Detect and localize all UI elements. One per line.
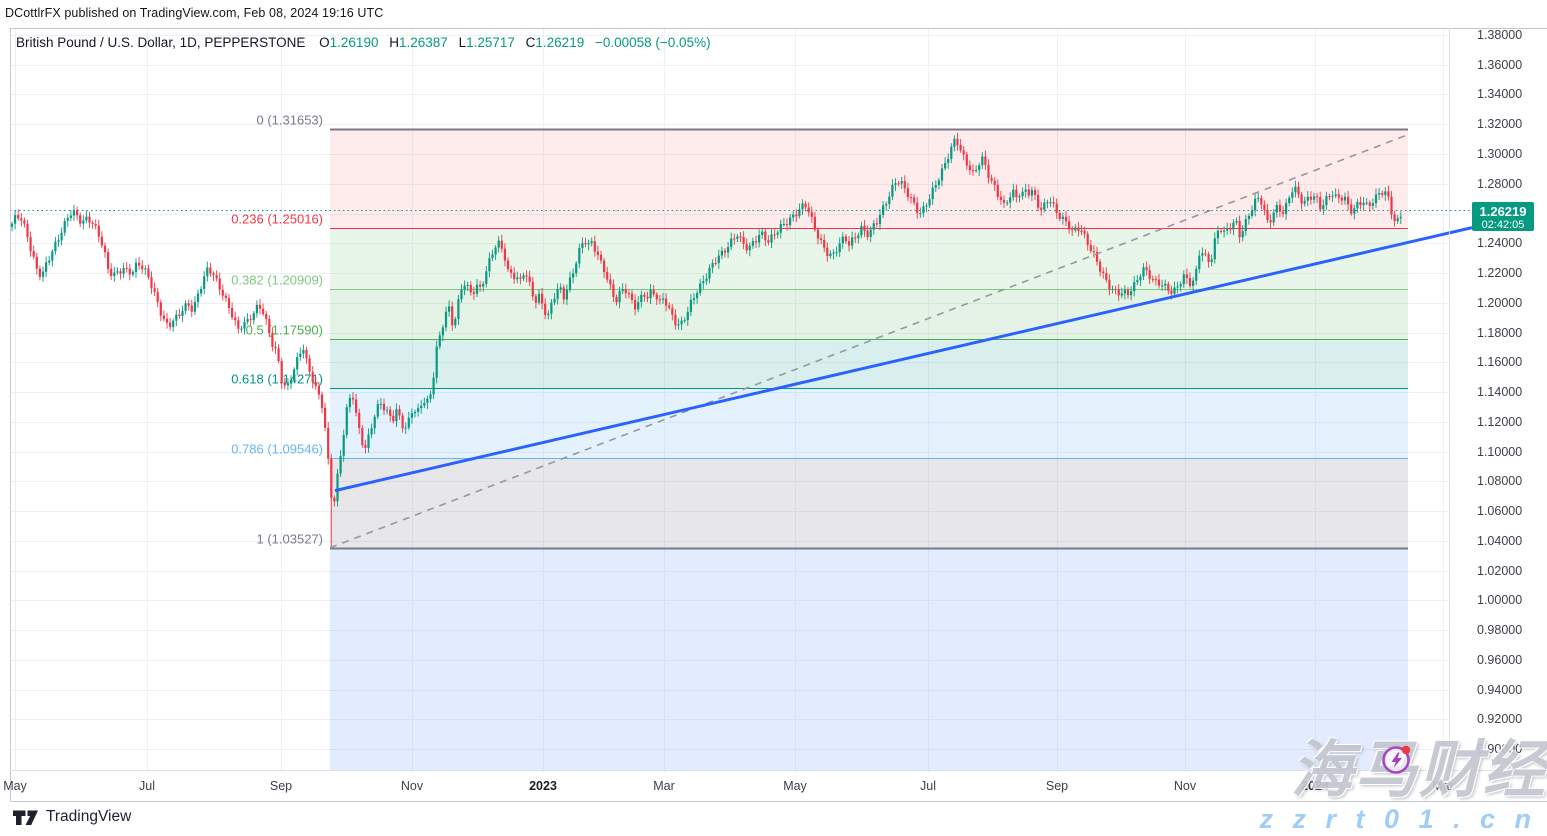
price-tick-label: 1.14000 [1477, 385, 1523, 399]
price-tick-label: 1.18000 [1477, 325, 1523, 340]
gridlines [10, 28, 1449, 770]
site-watermark-text: 海马财经 [1290, 736, 1547, 805]
price-tick-label: 1.22000 [1477, 266, 1523, 280]
candlestick-series[interactable] [10, 132, 1402, 548]
fib-level-labels: 0 (1.31653) 0.236 (1.25016) 0.382 (1.20909… [231, 113, 323, 547]
tradingview-logo-text: TradingView [46, 808, 132, 825]
fib-bands [330, 129, 1408, 770]
bar-countdown-timer: 02:42:05 [1481, 219, 1525, 232]
fib-label-0.618: 0.618 (1.14271) [231, 372, 323, 387]
price-tick-label: 1.30000 [1477, 146, 1523, 161]
fib-label-0.5: 0.5 (1.17590) [246, 323, 323, 338]
price-tick-label: 1.32000 [1477, 117, 1523, 132]
symbol-title: British Pound / U.S. Dollar, 1D, PEPPERS… [16, 35, 306, 50]
time-tick-label: Sep [1045, 779, 1069, 793]
ohlc-close-value: 1.26219 [535, 35, 585, 50]
time-tick-label: Jul [139, 779, 155, 793]
time-tick-label: Jul [920, 779, 936, 793]
last-price-badge[interactable]: 1.26219 02:42:05 [1472, 202, 1534, 232]
time-tick-label: May [3, 779, 27, 793]
price-tick-label: 1.16000 [1477, 355, 1523, 370]
published-attribution: DCottlrFX published on TradingView.com, … [5, 6, 384, 20]
price-tick-label: 1.36000 [1477, 57, 1523, 72]
price-tick-label: 1.02000 [1477, 563, 1523, 578]
time-tick-label: Mar [1432, 779, 1454, 793]
price-tick-label: 1.00000 [1477, 593, 1523, 608]
ohlc-high-value: 1.26387 [398, 35, 448, 50]
ohlc-close-label: C [525, 35, 536, 50]
fib-level-lines[interactable] [330, 128, 1408, 550]
ohlc-high-label: H [389, 35, 399, 50]
price-tick-label: 0.90000 [1477, 742, 1523, 757]
time-tick-label: 2023 [529, 779, 557, 793]
fib-label-0: 0 (1.31653) [257, 113, 324, 128]
site-watermark-url: z z r t 0 1 . c n [1259, 804, 1537, 834]
price-tick-label: 1.28000 [1477, 176, 1523, 191]
price-tick-label: 1.34000 [1477, 87, 1523, 102]
fib-label-1: 1 (1.03527) [257, 532, 324, 547]
fib-label-0.236: 0.236 (1.25016) [231, 212, 323, 227]
tradingview-logo[interactable]: TradingView [13, 808, 131, 826]
ohlc-low-label: L [458, 35, 467, 50]
price-tick-label: 1.04000 [1477, 533, 1523, 548]
ohlc-low-value: 1.25717 [466, 35, 515, 50]
tradingview-logo-icon [13, 810, 38, 825]
time-tick-label: 2024 [1301, 779, 1329, 793]
time-tick-label: May [783, 779, 807, 793]
price-tick-label: 0.98000 [1477, 623, 1523, 638]
price-tick-label: 1.12000 [1477, 414, 1523, 429]
price-change: −0.00058 (−0.05%) [594, 35, 711, 50]
price-tick-label: 1.20000 [1477, 295, 1523, 310]
symbol-legend[interactable]: British Pound / U.S. Dollar, 1D, PEPPERS… [16, 35, 711, 50]
time-tick-label: Mar [653, 779, 675, 793]
ohlc-open-label: O [319, 35, 330, 50]
time-tick-label: Sep [269, 779, 293, 793]
ohlc-open-value: 1.26190 [329, 35, 379, 50]
price-tick-label: 1.38000 [1477, 27, 1523, 42]
last-price-value: 1.26219 [1479, 204, 1527, 220]
price-tick-label: 1.06000 [1477, 504, 1523, 518]
drawing-trend-lines[interactable] [329, 133, 1473, 549]
price-tick-label: 1.10000 [1477, 444, 1523, 459]
time-tick-label: Nov [400, 779, 424, 793]
rising-support-trendline [334, 226, 1473, 493]
price-tick-label: 0.96000 [1477, 652, 1523, 667]
price-tick-label: 1.08000 [1477, 474, 1523, 489]
price-tick-label: 1.24000 [1477, 236, 1523, 251]
fib-label-0.786: 0.786 (1.09546) [231, 442, 323, 457]
price-tick-label: 0.94000 [1477, 682, 1523, 697]
fib-label-0.382: 0.382 (1.20909) [231, 273, 323, 288]
price-tick-label: 0.92000 [1477, 712, 1523, 727]
chart-frame [10, 28, 1547, 802]
fib-base-dashed-line [329, 133, 1409, 549]
boost-lightning-icon[interactable] [1380, 743, 1414, 777]
time-tick-label: Nov [1173, 779, 1197, 793]
